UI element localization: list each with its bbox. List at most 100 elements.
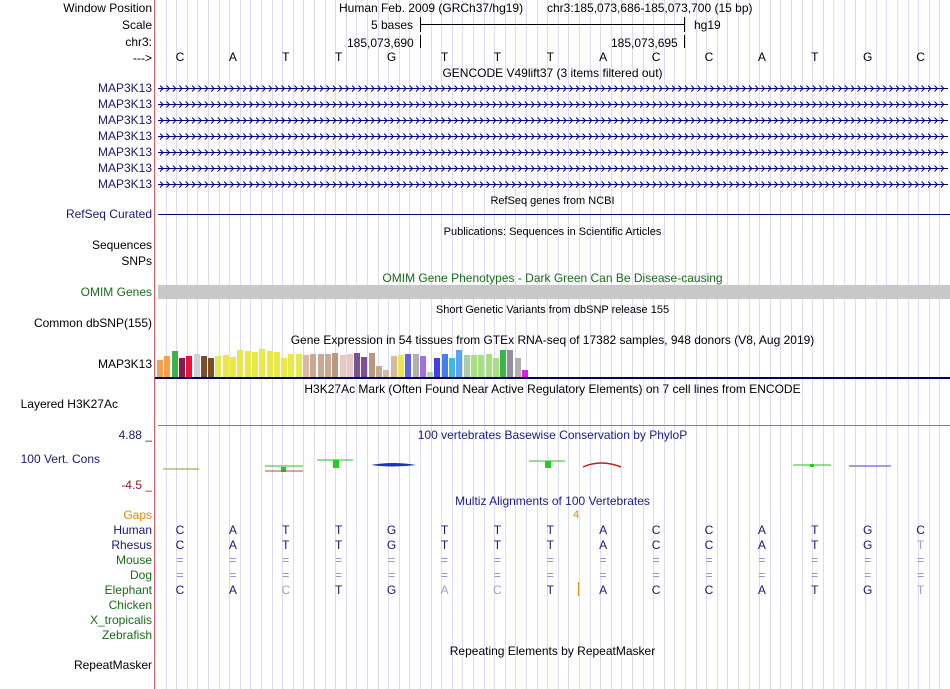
gtex-bar[interactable] [463, 355, 470, 377]
gtex-bars[interactable] [157, 347, 537, 377]
gencode-transcript[interactable] [158, 164, 948, 173]
gtex-bar[interactable] [332, 353, 339, 377]
gtex-bar[interactable] [470, 355, 477, 377]
gencode-transcript[interactable] [158, 84, 948, 93]
gencode-transcript[interactable] [158, 132, 948, 141]
gencode-transcript[interactable] [158, 180, 948, 189]
gencode-title[interactable]: GENCODE V49lift37 (3 items filtered out) [442, 66, 663, 80]
species-label[interactable]: X_tropicalis [89, 613, 152, 627]
gtex-bar[interactable] [449, 358, 455, 377]
gtex-bar[interactable] [354, 353, 361, 377]
gtex-bar[interactable] [500, 350, 507, 377]
gtex-bar[interactable] [397, 355, 404, 377]
gtex-title[interactable]: Gene Expression in 54 tissues from GTEx … [290, 333, 815, 347]
gtex-bar[interactable] [303, 355, 309, 377]
gtex-bar[interactable] [251, 352, 258, 377]
omim-label[interactable]: OMIM Genes [80, 285, 152, 299]
gtex-bar[interactable] [339, 355, 346, 377]
h3k27ac-label[interactable]: Layered H3K27Ac [20, 397, 118, 411]
gencode-item-label[interactable]: MAP3K13 [97, 97, 152, 111]
gtex-bar[interactable] [405, 354, 412, 377]
refseq-title[interactable]: RefSeq genes from NCBI [490, 195, 615, 207]
repeatmasker-label[interactable]: RepeatMasker [73, 658, 152, 672]
gtex-bar[interactable] [281, 358, 288, 377]
gencode-item-label[interactable]: MAP3K13 [97, 161, 152, 175]
gtex-bar[interactable] [514, 358, 521, 377]
species-label[interactable]: Rhesus [111, 538, 152, 552]
gtex-bar[interactable] [171, 351, 178, 377]
omim-title[interactable]: OMIM Gene Phenotypes - Dark Green Can Be… [382, 271, 723, 285]
species-label[interactable]: Dog [129, 568, 152, 582]
gaps-label[interactable]: Gaps [123, 508, 152, 522]
gtex-bar[interactable] [368, 353, 375, 377]
species-label[interactable]: Human [113, 523, 152, 537]
gtex-bar[interactable] [208, 358, 215, 377]
strand-chevron [774, 149, 779, 156]
gtex-bar[interactable] [390, 356, 397, 377]
gtex-bar[interactable] [412, 354, 419, 377]
repeatmasker-title[interactable]: Repeating Elements by RepeatMasker [449, 644, 656, 658]
refseq-label[interactable]: RefSeq Curated [65, 207, 152, 221]
gtex-bar[interactable] [222, 355, 229, 377]
gtex-bar[interactable] [178, 358, 185, 377]
gtex-bar[interactable] [317, 354, 324, 377]
gtex-bar[interactable] [310, 354, 317, 377]
gtex-bar[interactable] [259, 349, 266, 377]
refseq-gene-line[interactable] [158, 214, 950, 215]
gencode-item-label[interactable]: MAP3K13 [97, 81, 152, 95]
gtex-bar[interactable] [346, 354, 353, 377]
cons-title[interactable]: 100 vertebrates Basewise Conservation by… [417, 428, 688, 442]
gtex-bar[interactable] [230, 357, 236, 377]
gtex-bar[interactable] [376, 366, 382, 377]
dbsnp-label[interactable]: Common dbSNP(155) [33, 316, 152, 330]
h3k27ac-title[interactable]: H3K27Ac Mark (Often Found Near Active Re… [304, 382, 801, 396]
cons-label[interactable]: 100 Vert. Cons [20, 452, 100, 466]
gencode-transcript[interactable] [158, 116, 948, 125]
gtex-bar[interactable] [427, 372, 434, 377]
gtex-bar[interactable] [478, 355, 485, 377]
gtex-bar[interactable] [244, 351, 251, 377]
gtex-bar[interactable] [164, 356, 171, 377]
gtex-label[interactable]: MAP3K13 [97, 357, 152, 371]
gtex-bar[interactable] [383, 370, 390, 377]
gtex-bar[interactable] [492, 358, 499, 377]
gencode-item-label[interactable]: MAP3K13 [97, 145, 152, 159]
cons-plot[interactable] [155, 440, 950, 490]
gtex-bar[interactable] [200, 356, 207, 377]
publications-label[interactable]: Sequences [91, 238, 152, 252]
gencode-transcript[interactable] [158, 100, 948, 109]
species-label[interactable]: Elephant [104, 583, 152, 597]
gtex-bar[interactable] [456, 350, 463, 377]
strand-chevron [569, 165, 574, 172]
gtex-bar[interactable] [507, 350, 514, 377]
multiz-title[interactable]: Multiz Alignments of 100 Vertebrates [455, 494, 650, 508]
species-label[interactable]: Zebrafish [101, 628, 152, 642]
gtex-bar[interactable] [288, 354, 295, 377]
gtex-bar[interactable] [441, 354, 448, 377]
species-label[interactable]: Mouse [115, 553, 152, 567]
gtex-bar[interactable] [186, 356, 193, 377]
dbsnp-title[interactable]: Short Genetic Variants from dbSNP releas… [435, 304, 670, 316]
gencode-item-label[interactable]: MAP3K13 [97, 177, 152, 191]
region-text[interactable]: chr3:185,073,686-185,073,700 (15 bp) [547, 1, 753, 15]
omim-gene-bar[interactable] [158, 285, 950, 299]
gtex-bar[interactable] [295, 354, 302, 377]
gtex-bar[interactable] [324, 354, 331, 377]
gtex-bar[interactable] [193, 354, 200, 377]
gtex-bar[interactable] [215, 356, 222, 377]
gtex-bar[interactable] [522, 370, 528, 377]
gtex-bar[interactable] [273, 352, 280, 377]
gtex-bar[interactable] [266, 351, 273, 377]
gencode-item-label[interactable]: MAP3K13 [97, 129, 152, 143]
gencode-transcript[interactable] [158, 148, 948, 157]
gtex-bar[interactable] [419, 356, 426, 377]
gtex-bar[interactable] [434, 358, 441, 377]
publications-title[interactable]: Publications: Sequences in Scientific Ar… [443, 226, 662, 238]
gtex-bar[interactable] [485, 354, 492, 377]
gtex-bar[interactable] [157, 360, 163, 377]
gtex-bar[interactable] [237, 350, 244, 377]
gtex-bar[interactable] [361, 357, 368, 377]
gencode-item-label[interactable]: MAP3K13 [97, 113, 152, 127]
species-label[interactable]: Chicken [108, 598, 152, 612]
snps-label[interactable]: SNPs [121, 254, 152, 268]
